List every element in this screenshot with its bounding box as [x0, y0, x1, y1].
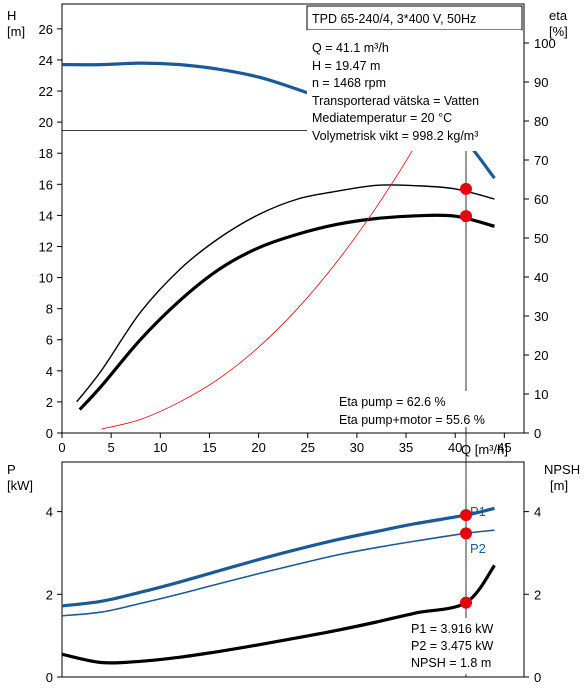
npsh-axis-label-line2: [m]	[550, 478, 568, 493]
title-box	[306, 5, 523, 31]
markers-group	[458, 122, 474, 609]
top-series-line-3	[101, 52, 467, 430]
p2-series-label: P2	[470, 541, 486, 556]
h-tick-label: 14	[39, 208, 53, 223]
npsh-tick-label: 2	[534, 587, 541, 602]
npsh-tick-label: 0	[534, 670, 541, 685]
info-temperature: Mediatemperatur = 20 °C	[312, 111, 452, 125]
eta-marker	[460, 182, 473, 195]
info-liquid: Transporterad vätska = Vatten	[312, 94, 479, 108]
p1-series-label: P1	[470, 504, 486, 519]
info-box	[307, 30, 522, 151]
eta-tick-label: 60	[534, 192, 548, 207]
axes: 0 5 10 15 20 25 30 35 40 450246810121416182022242…	[39, 22, 556, 685]
h-axis-label-line1: H	[7, 8, 16, 23]
h-tick-label: 8	[46, 302, 53, 317]
eta-tick-label: 10	[534, 387, 548, 402]
h-axis-label-line2: [m]	[7, 24, 25, 39]
info-n: n = 1468 rpm	[312, 76, 386, 90]
h-tick-label: 24	[39, 53, 53, 68]
eta-tick-label: 20	[534, 348, 548, 363]
q-axis-label: Q [m³/h]	[461, 442, 508, 457]
eta-axis-label-line1: eta	[549, 8, 568, 23]
eta-pump-text: Eta pump = 62.6 %	[339, 395, 446, 409]
h-tick-label: 12	[39, 239, 53, 254]
h-tick-label: 4	[46, 364, 53, 379]
power-info-box	[406, 618, 522, 674]
power-marker	[460, 527, 473, 540]
h-tick-label: 16	[39, 177, 53, 192]
top-series-line-2	[78, 213, 495, 411]
h-tick-label: 2	[46, 395, 53, 410]
x-tick-label: 25	[301, 440, 315, 455]
bottom-series-line-1	[61, 529, 495, 617]
top-series-line-1	[76, 184, 495, 403]
h-tick-label: 22	[39, 84, 53, 99]
p-axis-label-line2: [kW]	[7, 478, 33, 493]
h-tick-label: 18	[39, 146, 53, 161]
power-marker	[460, 509, 473, 522]
bottom-series-line-0	[61, 506, 495, 608]
x-tick-label: 0	[58, 440, 65, 455]
p1-text: P1 = 3.916 kW	[411, 622, 494, 636]
h-tick-label: 20	[39, 115, 53, 130]
eta-tick-label: 0	[534, 426, 541, 441]
npsh-tick-label: 4	[534, 505, 541, 520]
info-q: Q = 41.1 m³/h	[312, 41, 389, 55]
p-tick-label: 0	[46, 670, 53, 685]
bottom-chart-frame	[61, 461, 525, 678]
h-tick-label: 0	[46, 426, 53, 441]
eta-total-text: Eta pump+motor = 55.6 %	[339, 413, 485, 427]
x-tick-label: 40	[448, 440, 462, 455]
info-density: Volymetrisk vikt = 998.2 kg/m³	[312, 129, 478, 143]
npsh-axis-label-line1: NPSH	[544, 462, 580, 477]
h-tick-label: 10	[39, 271, 53, 286]
bottom-series-line-2	[61, 564, 496, 665]
p-tick-label: 2	[46, 587, 53, 602]
eta-marker	[460, 210, 473, 223]
x-tick-label: 30	[350, 440, 364, 455]
eta-tick-label: 30	[534, 309, 548, 324]
p2-text: P2 = 3.475 kW	[411, 639, 494, 653]
npsh-text: NPSH = 1.8 m	[411, 656, 491, 670]
h-tick-label: 6	[46, 333, 53, 348]
eta-tick-label: 40	[534, 270, 548, 285]
eta-info-box	[333, 391, 522, 427]
x-tick-label: 20	[251, 440, 265, 455]
p-axis-label-line1: P	[7, 462, 16, 477]
info-h: H = 19.47 m	[312, 59, 380, 73]
power-marker	[460, 596, 473, 609]
x-tick-label: 45	[497, 440, 511, 455]
chart-title: TPD 65-240/4, 3*400 V, 50Hz	[312, 12, 476, 26]
eta-tick-label: 70	[534, 153, 548, 168]
eta-tick-label: 80	[534, 114, 548, 129]
eta-tick-label: 50	[534, 231, 548, 246]
top-chart-frame	[61, 3, 525, 434]
x-tick-label: 5	[108, 440, 115, 455]
eta-tick-label: 90	[534, 75, 548, 90]
x-tick-label: 15	[202, 440, 216, 455]
x-tick-label: 35	[399, 440, 413, 455]
p-tick-label: 4	[46, 505, 53, 520]
x-tick-label: 10	[153, 440, 167, 455]
h-tick-label: 26	[39, 22, 53, 37]
eta-tick-label: 100	[534, 36, 556, 51]
eta-axis-label-line2: [%]	[549, 24, 568, 39]
